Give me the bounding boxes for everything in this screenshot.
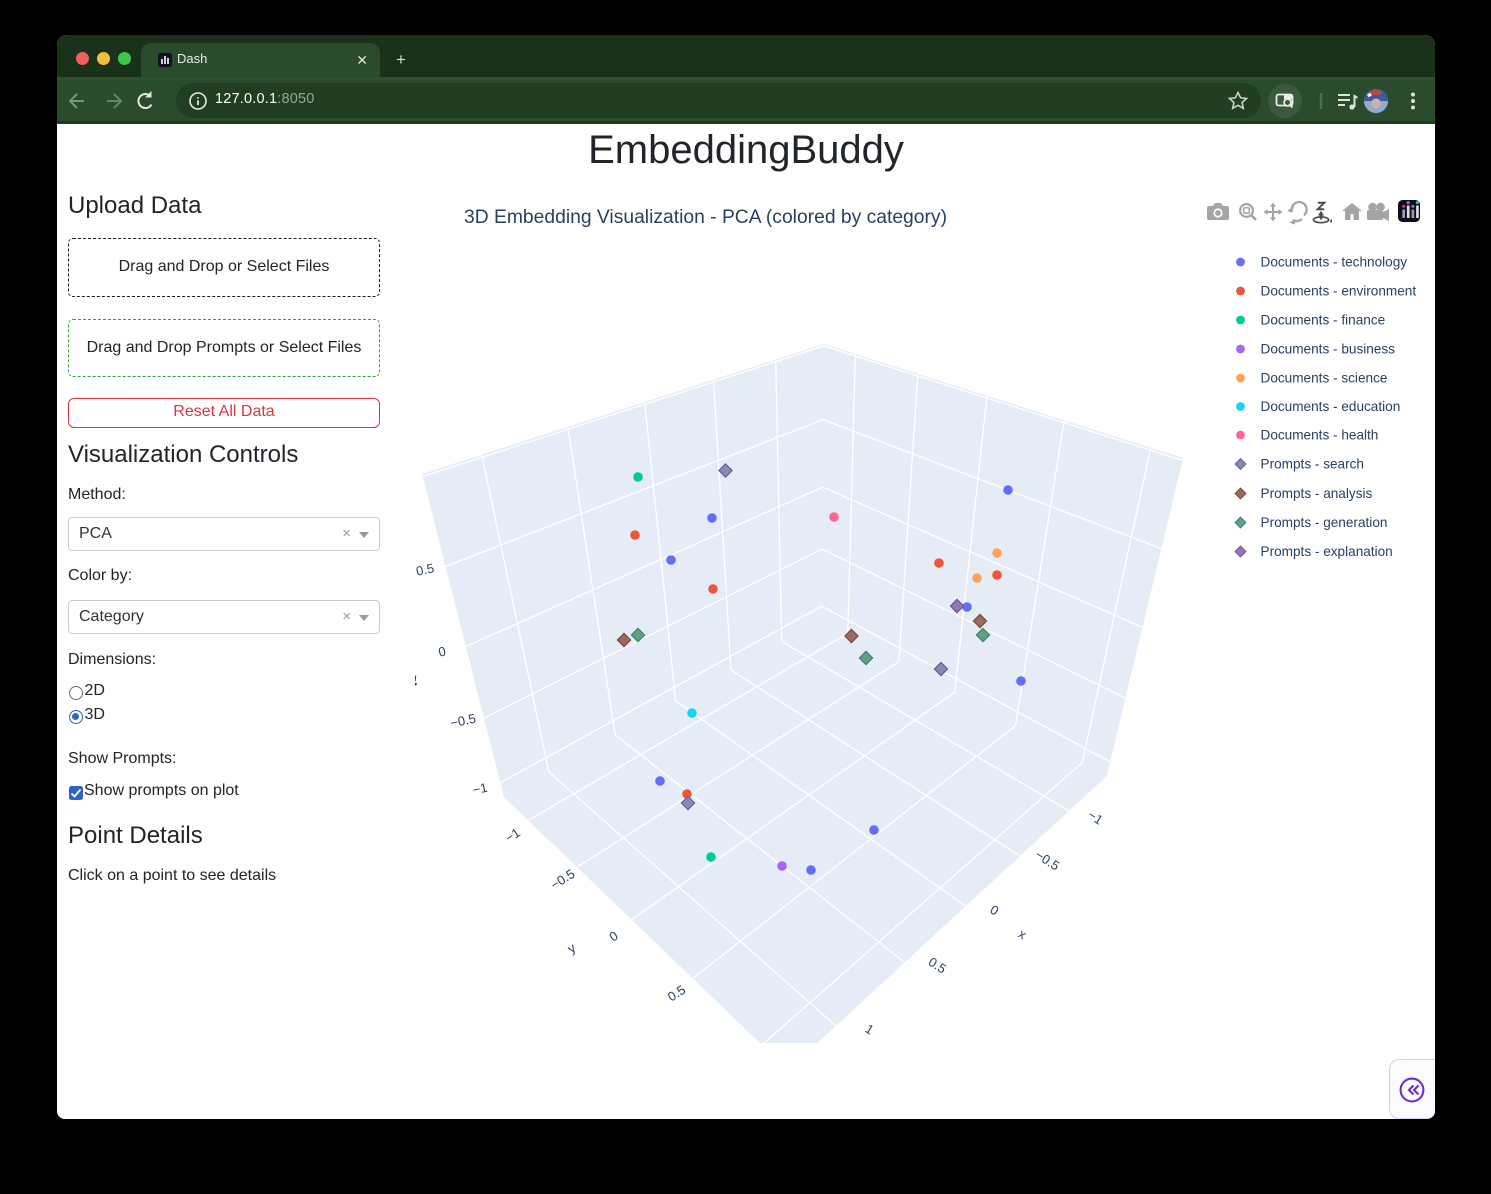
svg-text:Documents - finance: Documents - finance (1261, 313, 1386, 328)
svg-text:0: 0 (987, 902, 1001, 919)
svg-text:Documents - technology: Documents - technology (1261, 255, 1408, 270)
svg-text:Prompts - generation: Prompts - generation (1261, 515, 1388, 530)
svg-text:y: y (565, 940, 579, 956)
svg-text:Documents - environment: Documents - environment (1261, 284, 1417, 299)
svg-text:−1: −1 (471, 780, 489, 798)
svg-text:0: 0 (606, 928, 620, 945)
svg-text:0: 0 (437, 644, 447, 660)
svg-text:3D Embedding Visualization - P: 3D Embedding Visualization - PCA (colore… (464, 207, 947, 228)
svg-text:−0.5: −0.5 (449, 711, 477, 731)
svg-text:0.5: 0.5 (926, 954, 949, 976)
svg-text:−0.5: −0.5 (548, 866, 578, 893)
svg-text:Documents - science: Documents - science (1261, 371, 1388, 386)
svg-text:x: x (1016, 926, 1030, 942)
svg-text:1: 1 (862, 1021, 876, 1038)
svg-text:Prompts - explanation: Prompts - explanation (1261, 544, 1393, 559)
svg-text:−1: −1 (1085, 807, 1106, 828)
svg-text:−0.5: −0.5 (1033, 847, 1063, 874)
svg-text:Prompts - search: Prompts - search (1261, 457, 1365, 472)
svg-text:0.5: 0.5 (415, 560, 436, 578)
svg-text:Prompts - analysis: Prompts - analysis (1261, 486, 1373, 501)
svg-text:0.5: 0.5 (665, 982, 688, 1004)
svg-text:Documents - business: Documents - business (1261, 342, 1396, 357)
svg-text:−1: −1 (502, 825, 523, 846)
svg-text:Documents - education: Documents - education (1261, 399, 1401, 414)
svg-text:Documents - health: Documents - health (1261, 428, 1379, 443)
